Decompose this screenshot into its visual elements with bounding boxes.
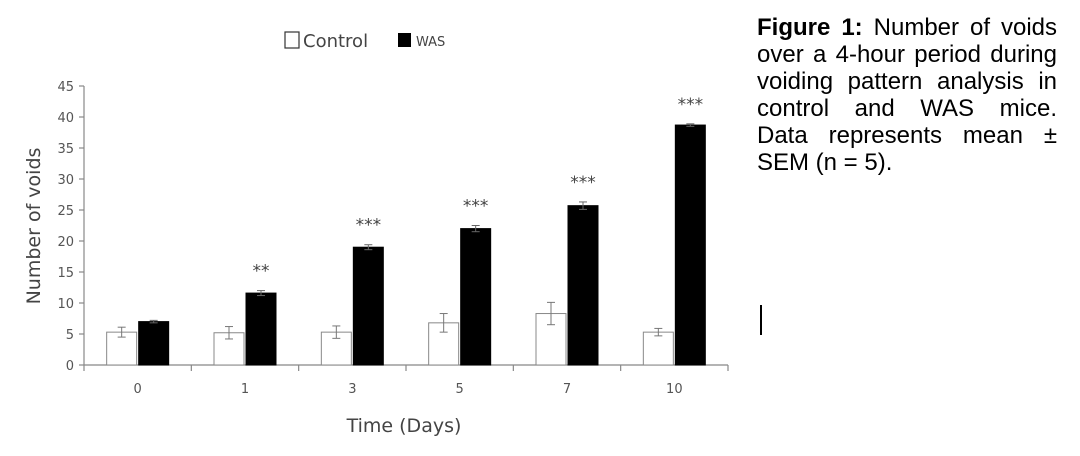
bar-control-10 (642, 331, 674, 366)
y-tick-label: 0 (66, 359, 74, 374)
y-tick-label: 10 (57, 297, 74, 312)
y-tick-label: 15 (57, 266, 74, 281)
caption-text: Number of voids over a 4-hour period dur… (757, 14, 1057, 176)
bar-was-10 (674, 124, 706, 366)
legend-swatch-was (398, 33, 411, 47)
caption-label: Figure 1: (757, 14, 863, 41)
figure-caption: Figure 1: Number of voids over a 4-hour … (757, 14, 1057, 176)
y-tick-label: 5 (66, 328, 74, 343)
bars: ************** (106, 95, 706, 366)
significance-marker: *** (463, 197, 489, 217)
significance-marker: *** (678, 95, 704, 115)
y-tick-label: 45 (57, 80, 74, 95)
x-tick-label: 7 (563, 382, 571, 397)
text-cursor (760, 305, 762, 335)
significance-marker: *** (570, 173, 596, 193)
x-axis: 0 1 3 5 7 10 (83, 364, 729, 397)
bar-chart: Control WAS Number of voids Time (Days) … (23, 31, 729, 437)
x-tick-label: 3 (348, 382, 356, 397)
x-tick-label: 0 (134, 382, 142, 397)
y-tick-label: 25 (57, 204, 74, 219)
legend-swatch-control (284, 31, 300, 49)
y-axis: 0 5 10 15 20 25 30 35 40 45 (57, 80, 85, 374)
x-tick-label: 10 (666, 382, 683, 397)
bar-was-5 (460, 228, 492, 366)
x-tick-label: 5 (456, 382, 464, 397)
bar-was-3 (352, 246, 384, 366)
y-tick-label: 30 (57, 173, 74, 188)
x-axis-title: Time (Days) (346, 415, 462, 437)
x-tick-label: 1 (241, 382, 249, 397)
y-tick-label: 20 (57, 235, 74, 250)
y-tick-label: 35 (57, 142, 74, 157)
significance-marker: ** (253, 262, 270, 282)
legend: Control WAS (284, 31, 445, 52)
bar-was-1 (245, 292, 277, 366)
legend-label-control: Control (303, 31, 368, 52)
bar-was-0 (138, 321, 170, 366)
significance-marker: *** (356, 216, 382, 236)
bar-was-7 (567, 205, 599, 366)
y-tick-label: 40 (57, 111, 74, 126)
y-axis-title: Number of voids (23, 148, 45, 305)
legend-label-was: WAS (416, 35, 445, 50)
